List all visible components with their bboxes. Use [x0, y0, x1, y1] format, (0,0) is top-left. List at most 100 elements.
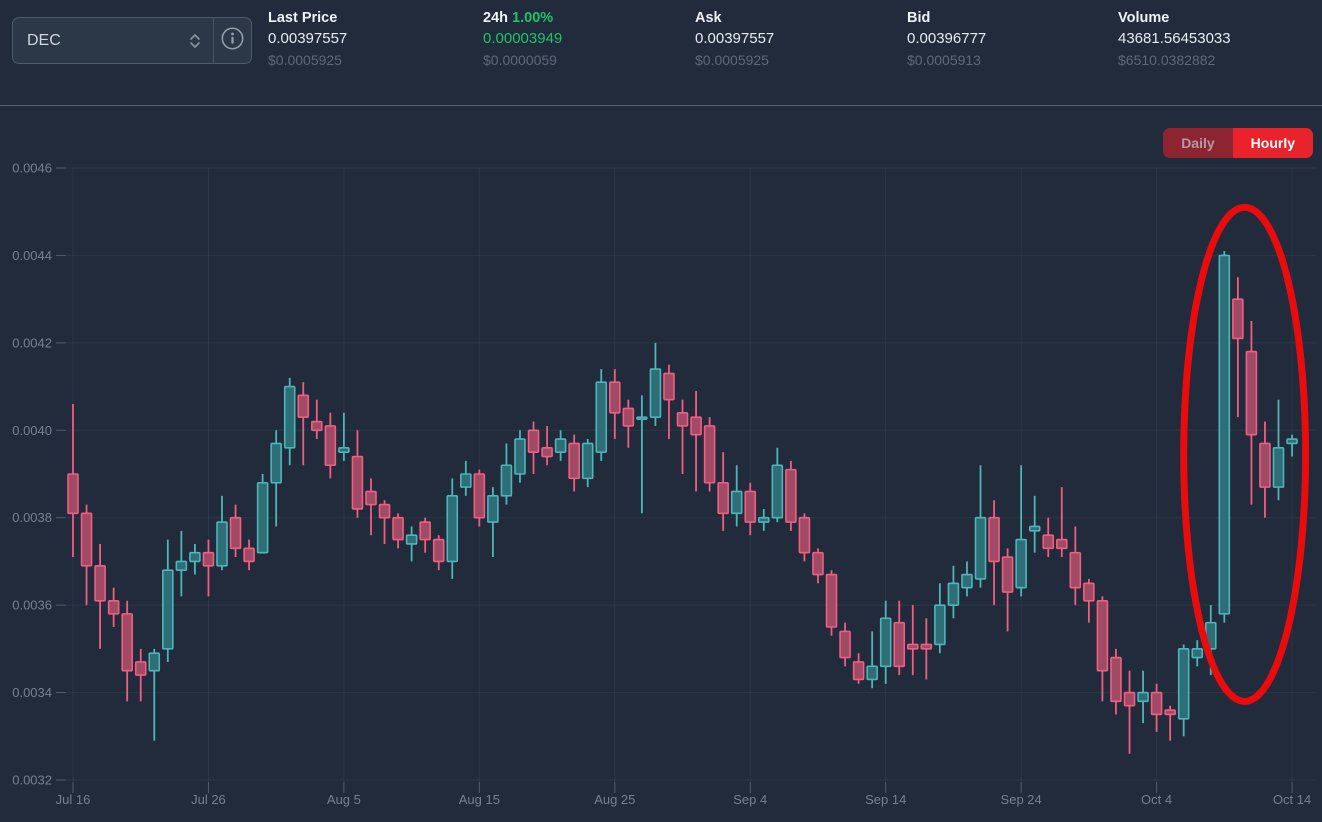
candle-body [1055, 538, 1068, 550]
candle-body [798, 516, 811, 554]
candle-body [1123, 691, 1136, 707]
y-axis-label: 0.0038 [12, 510, 52, 525]
token-info-button[interactable] [213, 18, 251, 63]
candle-body [771, 464, 784, 519]
candle-body [216, 521, 228, 567]
candle-body [757, 516, 770, 523]
candle-body [730, 490, 743, 515]
candle-body [581, 442, 594, 480]
candle-body [419, 521, 431, 541]
stat-label: Last Price [268, 10, 338, 26]
header: DEC Last Price [0, 0, 1322, 105]
candle-body [446, 495, 459, 563]
stat-value: 0.00397557 [268, 30, 348, 47]
candle-body [974, 516, 987, 580]
candle-body [703, 425, 716, 484]
candle-body [1028, 525, 1041, 532]
candle-body [1042, 534, 1055, 550]
stat-sub-value: $0.0005925 [695, 52, 769, 68]
stat-sub-value: $6510.0382882 [1118, 52, 1216, 68]
stat-bid: Bid 0.00396777 $0.0005913 [907, 8, 986, 71]
info-icon [220, 26, 245, 56]
candle-body [1177, 648, 1190, 720]
x-axis-label: Sep 24 [1001, 792, 1042, 807]
candle-body [121, 613, 133, 672]
y-axis-label: 0.0032 [12, 773, 52, 788]
candle-body [243, 547, 255, 563]
candle-body [622, 407, 635, 427]
candle-body [893, 621, 906, 668]
candle-body [1232, 298, 1244, 340]
x-axis-label: Aug 15 [459, 792, 500, 807]
candle-body [608, 381, 621, 414]
x-axis-label: Jul 16 [56, 792, 91, 807]
stat-label: 24h [483, 10, 508, 26]
candle-body [1272, 446, 1285, 488]
y-axis-label: 0.0036 [12, 598, 52, 613]
pair-value: DEC [27, 31, 61, 49]
candle-body [134, 661, 147, 676]
candle-body [961, 573, 973, 589]
candle-body [229, 516, 242, 550]
pair-selector[interactable]: DEC [12, 17, 252, 64]
candle-body [947, 582, 960, 606]
candle-body [256, 481, 269, 554]
stat-sub-value: $0.0005913 [907, 52, 981, 68]
x-axis-label: Sep 14 [865, 792, 906, 807]
stat-value: 0.00003949 [483, 30, 563, 47]
hourly-button[interactable]: Hourly [1232, 128, 1313, 158]
candle-body [1110, 656, 1122, 703]
candle-body [785, 468, 797, 523]
candle-body [812, 551, 824, 576]
candle-body [148, 652, 161, 672]
candle-body [1015, 538, 1027, 589]
stat-label: Bid [907, 10, 931, 26]
candle-body [568, 442, 580, 480]
stat-value: 0.00396777 [907, 30, 987, 47]
stat-sub-value: $0.0000059 [483, 52, 557, 68]
stat-value: 43681.56453033 [1118, 30, 1231, 47]
candle-body [460, 473, 472, 488]
spike-highlight-ellipse [1180, 203, 1310, 705]
candle-body [107, 599, 120, 615]
x-axis-label: Oct 4 [1141, 792, 1172, 807]
candle-body [351, 455, 364, 510]
x-axis-label: Aug 5 [327, 792, 361, 807]
candle-body [365, 490, 377, 506]
x-axis-label: Aug 25 [594, 792, 635, 807]
candle-body [1164, 709, 1176, 716]
x-axis-label: Jul 26 [191, 792, 226, 807]
candle-body [1069, 551, 1082, 589]
header-divider [0, 105, 1322, 106]
candle-body [554, 438, 567, 453]
pair-dropdown[interactable]: DEC [13, 18, 213, 63]
candle-body [690, 416, 702, 436]
candle-body [1096, 599, 1109, 672]
chevron-up-down-icon [189, 33, 201, 49]
candle-body [405, 534, 418, 545]
daily-button[interactable]: Daily [1163, 128, 1233, 158]
interval-toggle: Daily Hourly [1163, 128, 1313, 158]
stat-24h-change: 24h 1.00% 0.00003949 $0.0000059 [483, 8, 562, 71]
candle-body [94, 564, 106, 602]
candle-body [988, 516, 1000, 563]
candle-body [324, 425, 337, 467]
x-axis-label: Oct 14 [1273, 792, 1311, 807]
candle-body [473, 473, 486, 519]
candle-body [1001, 556, 1014, 593]
candle-body [175, 560, 188, 571]
candle-body [1286, 438, 1298, 445]
candle-body [852, 661, 865, 681]
candle-body [1191, 648, 1204, 659]
candle-body [527, 429, 540, 453]
candle-body [270, 442, 282, 484]
y-axis-label: 0.0042 [12, 335, 52, 350]
candle-body [80, 512, 93, 567]
candle-body [920, 643, 933, 650]
candle-body [392, 516, 404, 541]
candle-body [825, 573, 838, 628]
y-axis-label: 0.0034 [12, 685, 52, 700]
candle-body [906, 643, 919, 650]
candle-body [595, 381, 608, 453]
